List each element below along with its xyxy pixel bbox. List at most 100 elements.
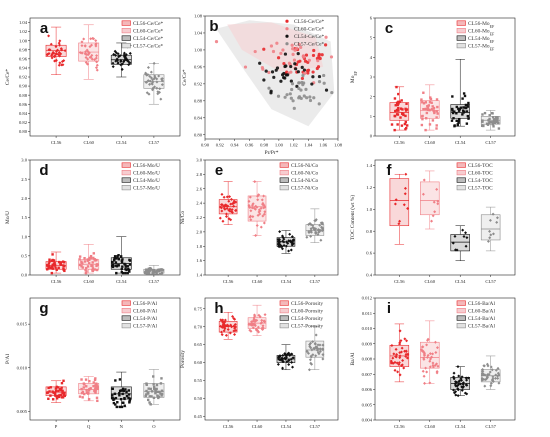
data-point — [63, 49, 67, 53]
data-point — [496, 371, 500, 375]
data-point — [87, 397, 91, 401]
data-point — [316, 65, 321, 69]
data-point — [62, 261, 66, 264]
data-point — [62, 392, 66, 396]
data-point — [425, 117, 428, 120]
data-point — [224, 324, 228, 328]
y-tick-label: 0.84 — [194, 115, 203, 120]
data-point — [156, 390, 159, 394]
data-point — [145, 383, 148, 387]
data-point — [53, 54, 57, 58]
legend-label: CL57-TOC — [468, 186, 493, 192]
data-point — [404, 172, 408, 176]
data-point — [87, 391, 90, 394]
x-tick-label: CL54 — [455, 140, 466, 145]
data-point — [123, 56, 127, 60]
data-point — [283, 353, 287, 357]
plot-frame — [374, 159, 516, 276]
data-point — [421, 345, 425, 349]
data-point — [420, 98, 423, 101]
x-tick-label: O — [152, 424, 156, 429]
data-point — [455, 112, 458, 115]
y-axis-label: TOC Content (wt %) — [349, 195, 356, 240]
y-tick-label: 2.4 — [196, 201, 202, 206]
data-point — [290, 87, 294, 92]
data-point — [124, 265, 127, 268]
data-point — [456, 387, 460, 391]
y-tick-label: 0.80 — [19, 129, 28, 134]
data-point — [275, 66, 280, 70]
data-point — [406, 206, 410, 210]
y-tick-label: 1.02 — [19, 29, 28, 34]
data-point — [426, 106, 430, 109]
data-point — [405, 339, 409, 343]
data-point — [146, 398, 150, 402]
data-point — [123, 404, 126, 407]
data-point — [86, 258, 89, 261]
data-point — [149, 387, 152, 391]
y-tick-label: 2.6 — [196, 186, 202, 191]
data-point — [400, 99, 403, 102]
data-point — [159, 392, 162, 395]
data-point — [464, 244, 468, 248]
data-point — [436, 105, 439, 109]
legend-swatch — [456, 185, 466, 191]
x-tick-label: CL57 — [485, 140, 496, 145]
data-point — [54, 52, 58, 56]
data-point — [253, 318, 257, 322]
panel-g: 0.005 0.010 0.015 P/Al P Q N O CL56-P/Al CL60-P/A… — [5, 297, 181, 429]
data-point — [222, 195, 226, 199]
data-point — [55, 385, 58, 389]
data-point — [308, 343, 312, 347]
data-point — [160, 392, 164, 396]
data-point — [127, 393, 131, 396]
legend-swatch — [121, 185, 131, 191]
data-point — [95, 54, 99, 58]
data-point — [394, 347, 398, 351]
data-point — [55, 268, 58, 272]
data-point — [489, 365, 493, 369]
data-point — [262, 212, 266, 216]
x-tick-label: CL60 — [83, 140, 94, 145]
data-point — [314, 354, 318, 358]
data-point — [405, 124, 409, 127]
y-tick-label: 2.0 — [196, 229, 202, 234]
data-point — [451, 111, 455, 115]
panel-e: 1.4 1.6 1.8 2.0 2.2 2.4 2.6 2.8 3.0 Ni/Co CL56 CL60… — [180, 158, 339, 284]
data-point — [488, 117, 491, 121]
data-point — [116, 52, 120, 56]
data-point — [435, 98, 439, 101]
legend-label: CL60-Ni/Co — [291, 171, 319, 177]
data-point — [117, 258, 121, 261]
data-point — [85, 270, 88, 273]
data-point — [57, 386, 60, 389]
data-point — [289, 64, 293, 69]
data-point — [221, 219, 225, 223]
data-point — [272, 75, 276, 79]
data-point — [422, 353, 426, 357]
data-point — [63, 391, 66, 394]
y-tick-label: 0.88 — [194, 98, 203, 103]
data-point — [482, 124, 485, 128]
data-point — [91, 261, 94, 264]
data-point — [397, 100, 400, 104]
data-point — [312, 96, 316, 100]
data-point — [457, 374, 461, 378]
data-point — [483, 384, 487, 388]
data-point — [234, 200, 238, 204]
data-point — [302, 94, 306, 98]
data-point — [394, 198, 398, 202]
y-tick-label: 0.96 — [19, 56, 28, 61]
data-point — [129, 397, 132, 400]
x-tick-label: CL56 — [51, 279, 62, 284]
data-point — [496, 374, 500, 378]
panel-letter: g — [39, 300, 48, 317]
data-point — [90, 57, 94, 61]
data-point — [321, 353, 325, 357]
data-point — [95, 382, 98, 385]
data-point — [404, 107, 407, 111]
legend-label: CL56-MoEF — [468, 21, 495, 29]
data-point — [489, 381, 493, 385]
data-point — [428, 100, 432, 104]
data-point — [86, 50, 90, 54]
